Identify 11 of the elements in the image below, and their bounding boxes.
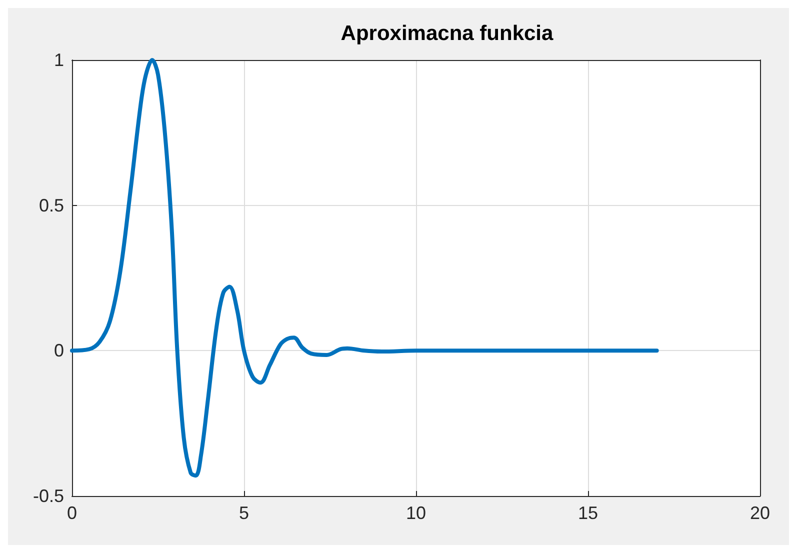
chart-title: Aproximacna funkcia: [340, 22, 554, 45]
y-tick-label: -0.5: [32, 486, 64, 506]
y-tick-label: 1: [54, 50, 64, 70]
x-tick-label: 0: [66, 503, 78, 523]
y-tick-label: 0.5: [38, 195, 64, 216]
x-tick-label: 5: [238, 503, 250, 523]
x-tick-label: 20: [750, 503, 770, 523]
y-tick-label: 0: [54, 340, 64, 361]
line-series: [70, 58, 659, 478]
x-tick-label: 10: [406, 503, 426, 523]
x-tick-label: 15: [578, 503, 598, 523]
